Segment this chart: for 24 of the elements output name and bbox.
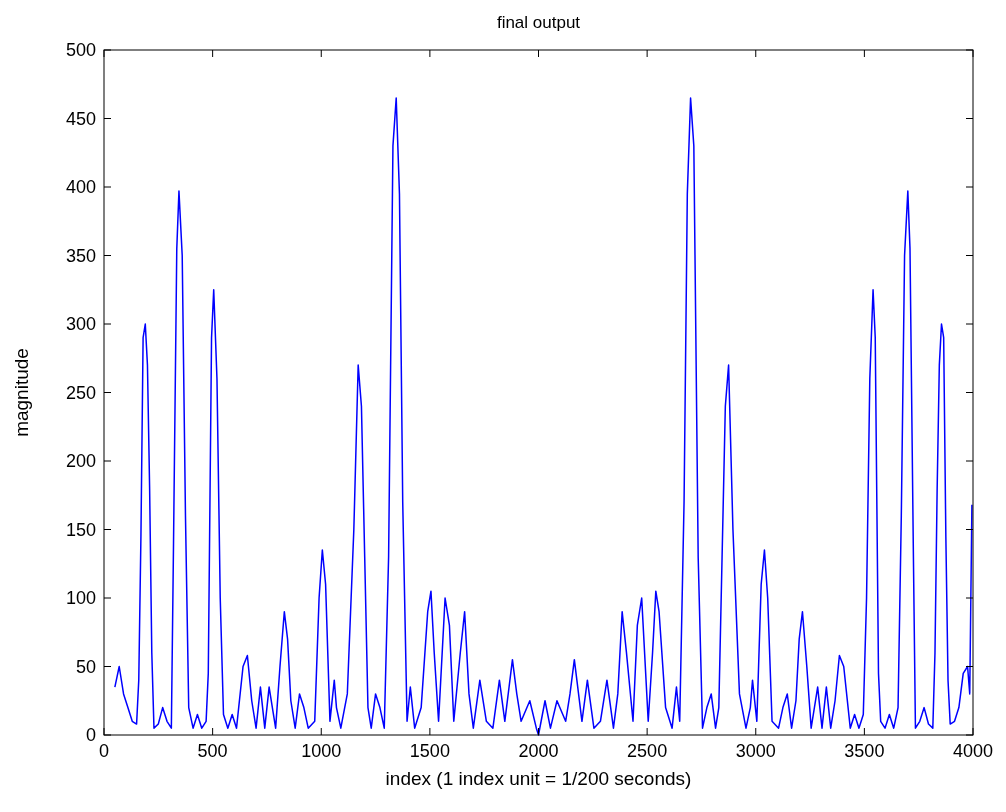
x-tick-label: 3500 [844, 741, 885, 761]
x-tick-label: 4000 [952, 741, 994, 761]
x-tick-label: 1500 [409, 741, 450, 761]
y-axis-title: magnitude [11, 348, 32, 437]
x-tick-label: 2000 [518, 741, 559, 761]
y-tick-label: 50 [75, 656, 96, 677]
y-tick-label: 0 [85, 725, 96, 746]
y-tick-label: 250 [65, 382, 96, 403]
y-tick-label: 350 [65, 245, 96, 266]
x-tick-label: 2500 [627, 741, 668, 761]
y-tick-label: 450 [65, 108, 96, 129]
y-tick-label: 300 [65, 314, 96, 335]
chart-title: final output [496, 13, 581, 32]
line-series [114, 97, 973, 736]
x-tick-label: 1000 [301, 741, 342, 761]
y-tick-label: 150 [65, 519, 96, 540]
y-tick-label: 200 [65, 451, 96, 472]
x-tick-label: 3000 [735, 741, 776, 761]
y-tick-label: 100 [65, 588, 96, 609]
x-tick-label: 500 [197, 741, 228, 761]
y-tick-label: 500 [65, 40, 96, 61]
x-tick-label: 0 [98, 741, 110, 761]
y-tick-label: 400 [65, 177, 96, 198]
x-axis-title: index (1 index unit = 1/200 seconds) [385, 768, 692, 789]
